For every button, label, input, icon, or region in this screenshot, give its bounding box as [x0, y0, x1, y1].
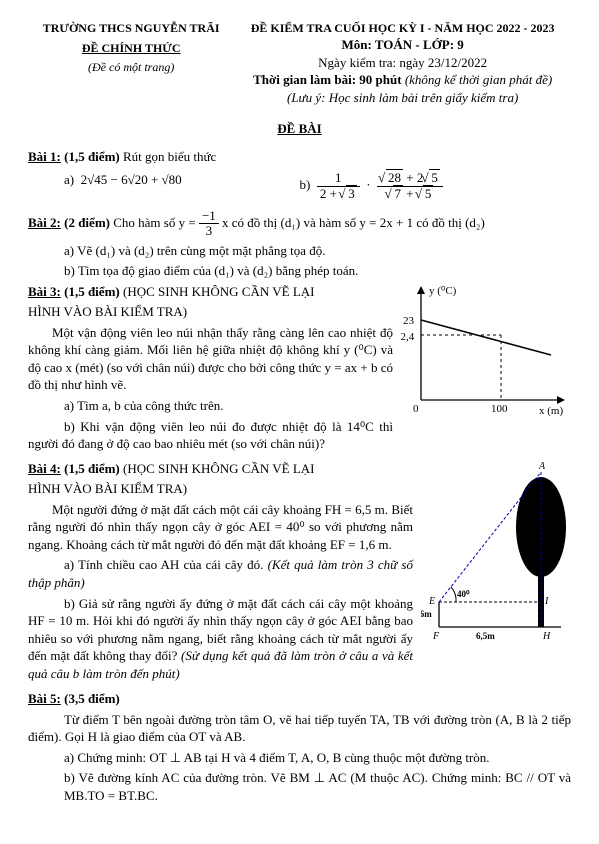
bai2-points: (2 điểm) [64, 215, 110, 230]
bai3-a: a) Tìm a, b của công thức trên. [64, 397, 393, 415]
svg-text:1,6m: 1,6m [421, 609, 432, 619]
bai3-text: Bài 3: (1,5 điểm) (HỌC SINH KHÔNG CẦN VẼ… [28, 280, 393, 453]
bai3-points: (1,5 điểm) [64, 284, 120, 299]
time-line: Thời gian làm bài: 90 phút (không kể thờ… [234, 71, 571, 89]
frac2-den: 7 + 5 [377, 187, 443, 201]
bai3-caps-b: HÌNH VÀO BÀI KIỂM TRA) [28, 303, 393, 321]
bai2-text-before: Cho hàm số y = [113, 215, 199, 230]
bai5-points: (3,5 điểm) [64, 691, 120, 706]
school-name: TRƯỜNG THCS NGUYỄN TRÃI [28, 20, 234, 36]
bai1-a-expr: 2√45 − 6√20 + √80 [81, 172, 182, 187]
note2: (Lưu ý: Học sinh làm bài trên giấy kiểm … [234, 89, 571, 107]
bai4-points: (1,5 điểm) [64, 461, 120, 476]
svg-text:0: 0 [413, 403, 419, 415]
svg-text:A: A [538, 461, 546, 472]
svg-text:22,4: 22,4 [401, 331, 415, 343]
header-left: TRƯỜNG THCS NGUYỄN TRÃI ĐỀ CHÍNH THỨC (Đ… [28, 20, 234, 106]
svg-text:6,5m: 6,5m [476, 631, 495, 641]
bai4-b: b) Giả sử rằng người ấy đứng ở mặt đất c… [28, 595, 413, 683]
svg-text:F: F [432, 631, 440, 642]
bai4-caps-b: HÌNH VÀO BÀI KIỂM TRA) [28, 480, 413, 498]
header-right: ĐỀ KIỂM TRA CUỐI HỌC KỲ I - NĂM HỌC 2022… [234, 20, 571, 106]
graph-icon: y (⁰C) x (m) 23 22,4 0 100 [401, 280, 571, 420]
subject-line: Môn: TOÁN - LỚP: 9 [234, 36, 571, 54]
official-label: ĐỀ CHÍNH THỨC [28, 40, 234, 56]
bai2-text-after: x có đồ thị (d₁) và hàm số y = 2x + 1 có… [222, 215, 485, 230]
bai5-a: a) Chứng minh: OT ⊥ AB tại H và 4 điểm T… [64, 749, 571, 767]
svg-text:x (m): x (m) [539, 405, 563, 417]
bai2-frac: −1 3 [199, 209, 219, 239]
bai1-b-frac1: 1 2 + 3 [317, 171, 360, 201]
svg-text:I: I [544, 596, 549, 607]
bai5-b: b) Vẽ đường kính AC của đường tròn. Vẽ B… [64, 769, 571, 804]
svg-text:23: 23 [403, 315, 415, 327]
bai3-figure: y (⁰C) x (m) 23 22,4 0 100 [401, 280, 571, 453]
bai3-header: Bài 3: (1,5 điểm) (HỌC SINH KHÔNG CẦN VẼ… [28, 283, 393, 301]
svg-text:100: 100 [491, 403, 508, 415]
bai2-label: Bài 2: [28, 215, 61, 230]
one-page-note: (Đề có một trang) [28, 59, 234, 75]
bai2-b: b) Tìm tọa độ giao điểm của (d₁) và (d₂)… [64, 262, 571, 280]
bai1-header: Bài 1: (1,5 điểm) Rút gọn biểu thức [28, 148, 571, 166]
bai4-caps-a: (HỌC SINH KHÔNG CẦN VẼ LẠI [123, 461, 315, 476]
bai5-header: Bài 5: (3,5 điểm) [28, 690, 571, 708]
bai2-header: Bài 2: (2 điểm) Cho hàm số y = −1 3 x có… [28, 209, 571, 239]
bai3-label: Bài 3: [28, 284, 61, 299]
time-note: (không kể thời gian phát đề) [405, 72, 552, 87]
bai1-part-b: b) 1 2 + 3 · 28 + 25 7 + 5 [300, 171, 572, 201]
bai1-title: Rút gọn biểu thức [123, 149, 216, 164]
svg-text:y (⁰C): y (⁰C) [429, 285, 457, 297]
bai5-p1: Từ điểm T bên ngoài đường tròn tâm O, vẽ… [28, 711, 571, 746]
tree-diagram-icon: A E I F H 40⁰ 1,6m 6,5m [421, 457, 571, 647]
time-prefix: Thời gian làm bài: 90 phút [253, 72, 401, 87]
bai4-header: Bài 4: (1,5 điểm) (HỌC SINH KHÔNG CẦN VẼ… [28, 460, 413, 478]
bai1-part-a: a) 2√45 − 6√20 + √80 [28, 171, 300, 201]
bai4-wrapper: Bài 4: (1,5 điểm) (HỌC SINH KHÔNG CẦN VẼ… [28, 457, 571, 683]
bai4-label: Bài 4: [28, 461, 61, 476]
section-title: ĐỀ BÀI [28, 120, 571, 138]
exam-title: ĐỀ KIỂM TRA CUỐI HỌC KỲ I - NĂM HỌC 2022… [234, 20, 571, 36]
bai4-figure: A E I F H 40⁰ 1,6m 6,5m [421, 457, 571, 683]
svg-text:H: H [542, 631, 551, 642]
bai4-text: Bài 4: (1,5 điểm) (HỌC SINH KHÔNG CẦN VẼ… [28, 457, 413, 683]
svg-text:E: E [428, 596, 435, 607]
bai2-a: a) Vẽ (d₁) và (d₂) trên cùng một mặt phẳ… [64, 242, 571, 260]
bai1-parts: a) 2√45 − 6√20 + √80 b) 1 2 + 3 · 28 + 2… [28, 171, 571, 201]
bai3-caps-a: (HỌC SINH KHÔNG CẦN VẼ LẠI [123, 284, 315, 299]
bai4-p1: Một người đứng ở mặt đất cách một cái câ… [28, 501, 413, 554]
bai3-b: b) Khi vận động viên leo núi đo được nhi… [28, 418, 393, 453]
bai1-points: (1,5 điểm) [64, 149, 120, 164]
bai3-wrapper: Bài 3: (1,5 điểm) (HỌC SINH KHÔNG CẦN VẼ… [28, 280, 571, 453]
svg-text:40⁰: 40⁰ [457, 589, 470, 599]
bai3-p1: Một vận động viên leo núi nhận thấy rằng… [28, 324, 393, 394]
date-line: Ngày kiểm tra: ngày 23/12/2022 [234, 54, 571, 72]
bai1-b-frac2: 28 + 25 7 + 5 [377, 171, 443, 201]
bai4-a: a) Tính chiều cao AH của cái cây đó. (Kế… [28, 556, 413, 591]
frac1-den: 2 + 3 [317, 187, 360, 201]
page-header: TRƯỜNG THCS NGUYỄN TRÃI ĐỀ CHÍNH THỨC (Đ… [28, 20, 571, 106]
bai5-label: Bài 5: [28, 691, 61, 706]
bai1-label: Bài 1: [28, 149, 61, 164]
